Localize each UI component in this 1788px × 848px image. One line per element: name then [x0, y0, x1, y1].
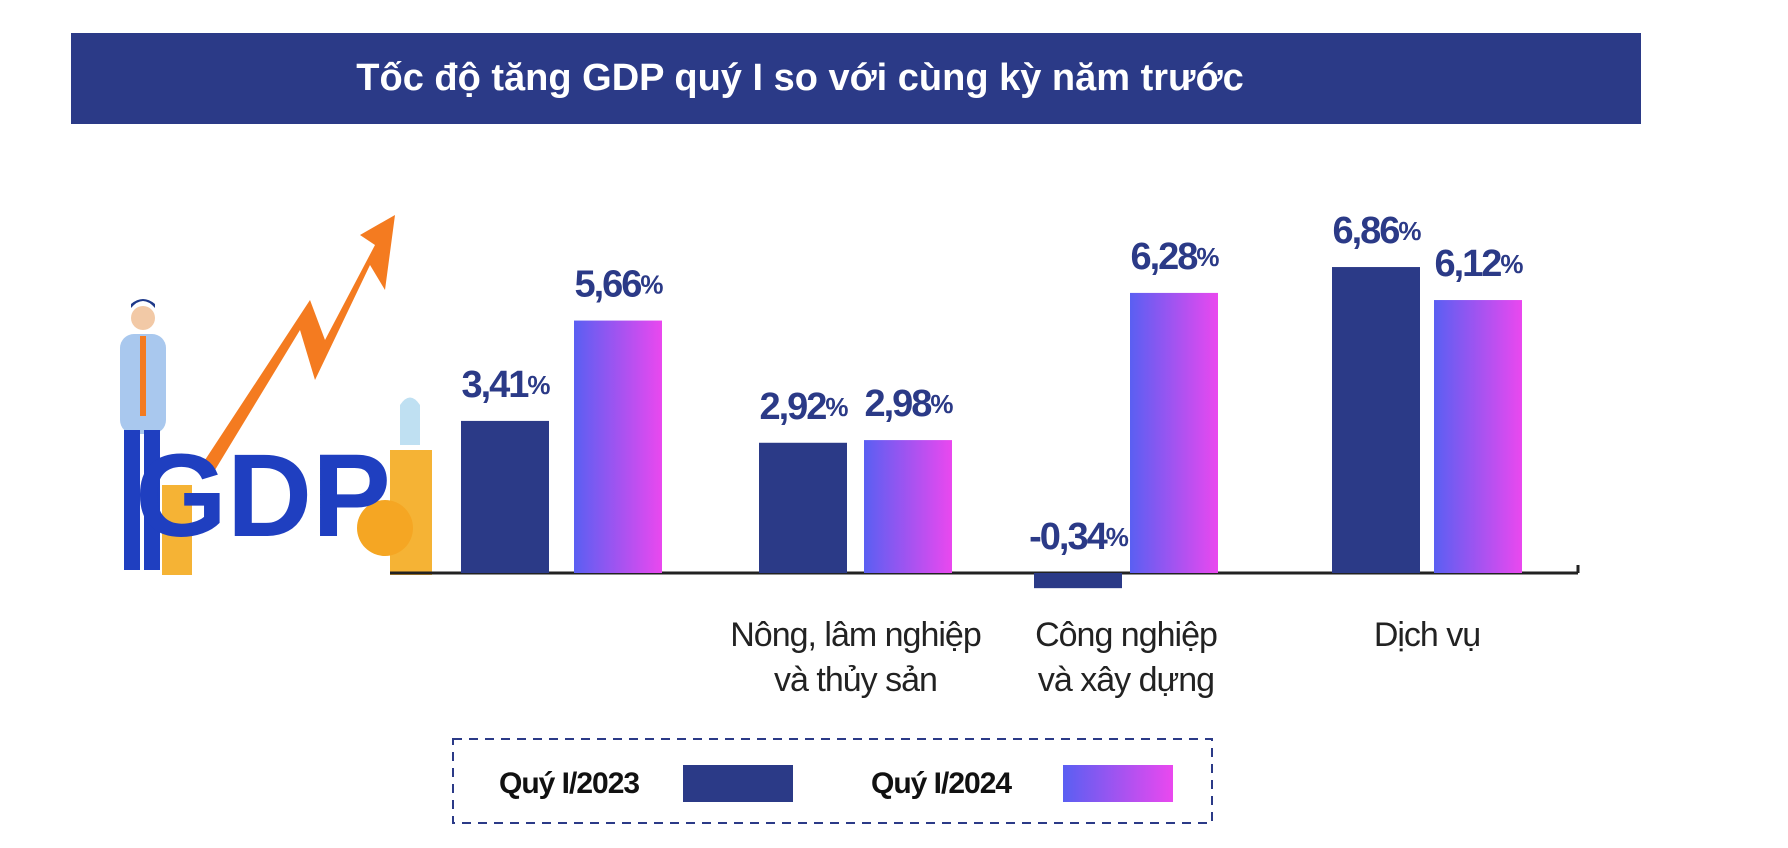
value-label: 6,12%: [1434, 243, 1523, 285]
value-label: 3,41%: [461, 364, 550, 406]
bar: [864, 440, 952, 573]
legend-label: Quý I/2024: [871, 767, 1012, 800]
title-bar: [71, 33, 1641, 124]
legend-label: Quý I/2023: [499, 767, 639, 800]
value-label: 2,92%: [759, 386, 848, 428]
x-tick-label: Công nghiệp: [1035, 616, 1217, 654]
x-tick-label: Dịch vụ: [1374, 616, 1480, 654]
x-tick-label: Nông, lâm nghiệp: [730, 616, 981, 654]
legend-swatch: [1063, 765, 1173, 802]
bar: [1332, 267, 1420, 573]
bar: [461, 420, 549, 573]
value-label: 6,86%: [1332, 210, 1421, 252]
bar: [759, 442, 847, 573]
x-tick-label: và xây dựng: [1038, 661, 1214, 699]
illustration-text: GDP: [135, 430, 391, 562]
bar: [1434, 300, 1522, 573]
bar: [574, 320, 662, 573]
value-label: -0,34%: [1029, 516, 1129, 558]
value-label: 6,28%: [1130, 236, 1219, 278]
illustration: GDP: [120, 215, 432, 575]
value-label: 5,66%: [574, 264, 663, 306]
chart-title: Tốc độ tăng GDP quý I so với cùng kỳ năm…: [356, 57, 1243, 99]
bar: [1034, 573, 1122, 589]
bar: [1130, 292, 1218, 573]
legend-swatch: [683, 765, 793, 802]
legend-box: [452, 738, 1213, 824]
value-label: 2,98%: [864, 383, 953, 425]
x-tick-label: và thủy sản: [774, 661, 937, 699]
